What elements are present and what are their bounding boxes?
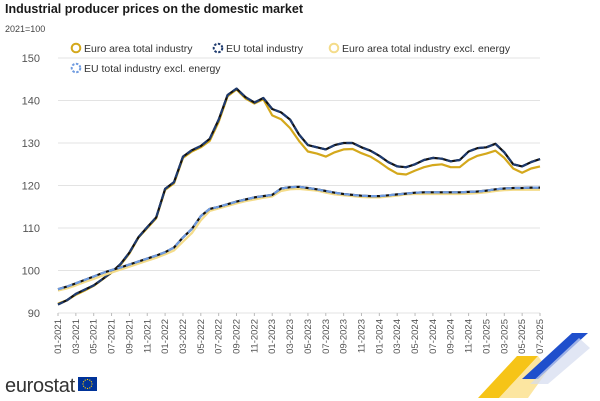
series-line-base — [57, 87, 541, 306]
legend-marker-icon — [328, 42, 340, 54]
legend-item[interactable]: Euro area total industry — [84, 43, 193, 55]
series-line-base — [57, 185, 540, 291]
y-axis: 90 100 110 120 130 140 150 — [22, 53, 40, 320]
y-tick-label: 100 — [22, 266, 40, 278]
y-tick-label: 110 — [22, 223, 40, 235]
eurostat-ribbon-icon — [478, 333, 590, 398]
flag-star — [86, 378, 89, 381]
flag-star — [82, 381, 85, 383]
x-tick-label: 05-2023 — [303, 319, 314, 354]
x-axis: 01-2021 03-2021 05-2021 07-2021 09-2021 11-20… — [53, 313, 546, 354]
x-tick-label: 03-2022 — [178, 319, 189, 354]
x-tick-label: 01-2025 — [481, 319, 492, 354]
x-tick-label: 11-2024 — [464, 319, 475, 353]
flag-star — [89, 387, 91, 389]
flag-star — [86, 387, 89, 390]
series-line — [57, 187, 540, 292]
chart-title: Industrial producer prices on the domest… — [5, 2, 304, 16]
eu-flag-icon — [78, 377, 97, 391]
series-line — [57, 185, 540, 291]
x-tick-label: 01-2023 — [267, 319, 278, 354]
chart-subtitle: 2021=100 — [5, 24, 45, 34]
x-tick-label: 07-2024 — [428, 319, 439, 354]
x-tick-label: 01-2022 — [160, 319, 171, 354]
x-tick-label: 03-2024 — [392, 319, 403, 354]
x-tick-label: 05-2024 — [410, 319, 421, 354]
x-tick-label: 03-2021 — [71, 319, 82, 354]
legend-marker-icon — [70, 42, 82, 54]
y-tick-label: 120 — [22, 181, 40, 193]
legend-item[interactable]: EU total industry excl. energy — [84, 63, 221, 75]
x-tick-label: 03-2023 — [285, 319, 296, 354]
x-tick-label: 03-2025 — [499, 319, 510, 354]
x-tick-label: 09-2022 — [232, 319, 243, 354]
flag-star — [91, 383, 93, 385]
x-tick-label: 07-2025 — [535, 319, 546, 354]
gridlines — [58, 57, 540, 314]
series-line — [57, 87, 541, 306]
y-tick-label: 130 — [22, 138, 40, 150]
y-tick-label: 140 — [22, 96, 40, 108]
flag-star — [82, 383, 84, 385]
flag-star — [90, 385, 93, 387]
legend-marker-icon — [212, 42, 224, 54]
x-tick-label: 07-2022 — [214, 319, 225, 354]
flag-star — [84, 387, 86, 389]
x-tick-label: 11-2021 — [142, 319, 153, 353]
series-line — [57, 88, 541, 305]
eurostat-logo[interactable]: eurostat — [5, 375, 97, 397]
x-tick-label: 11-2023 — [356, 319, 367, 353]
x-tick-label: 07-2023 — [321, 319, 332, 354]
x-tick-label: 09-2021 — [124, 319, 135, 354]
legend[interactable]: Euro area total industry EU total industr… — [70, 42, 511, 75]
x-tick-label: 01-2021 — [53, 319, 64, 354]
x-tick-label: 01-2024 — [374, 319, 385, 354]
flag-star — [89, 379, 91, 381]
flag-star — [84, 379, 86, 381]
legend-marker-icon — [70, 62, 82, 74]
x-tick-label: 11-2022 — [249, 319, 260, 353]
y-tick-label: 150 — [22, 53, 40, 65]
x-tick-label: 05-2021 — [89, 319, 100, 354]
brand-name: eurostat — [5, 375, 76, 397]
x-tick-label: 09-2024 — [446, 319, 457, 354]
x-tick-label: 07-2021 — [107, 319, 118, 354]
legend-item[interactable]: EU total industry — [226, 43, 304, 55]
legend-item[interactable]: Euro area total industry excl. energy — [342, 43, 511, 55]
series-lines — [57, 87, 541, 306]
x-tick-label: 05-2022 — [196, 319, 207, 354]
y-tick-label: 90 — [28, 308, 40, 320]
flag-star — [90, 381, 93, 383]
x-tick-label: 05-2025 — [517, 319, 528, 354]
flag-star — [82, 385, 85, 387]
x-tick-label: 09-2023 — [339, 319, 350, 354]
